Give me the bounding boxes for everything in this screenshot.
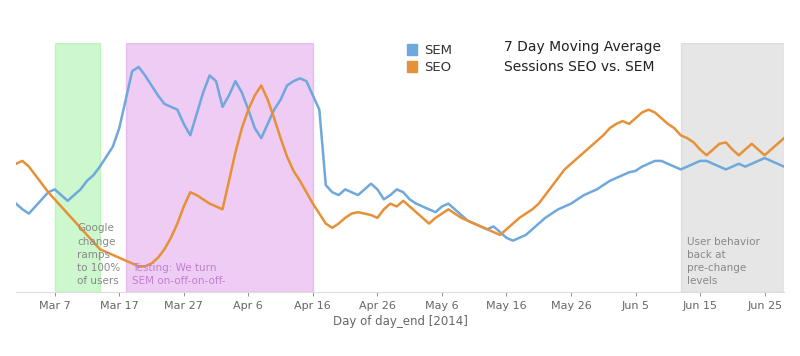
Bar: [681, 43, 784, 292]
Text: Testing: We turn
SEM on-off-on-off-: Testing: We turn SEM on-off-on-off-: [132, 263, 226, 286]
Text: 7 Day Moving Average
Sessions SEO vs. SEM: 7 Day Moving Average Sessions SEO vs. SE…: [504, 40, 661, 74]
Legend: SEM, SEO: SEM, SEO: [406, 44, 452, 74]
Bar: [54, 43, 100, 292]
X-axis label: Day of day_end [2014]: Day of day_end [2014]: [333, 315, 467, 328]
Bar: [126, 43, 313, 292]
Text: Google
change
ramps
to 100%
of users: Google change ramps to 100% of users: [78, 224, 121, 286]
Text: User behavior
back at
pre-change
levels: User behavior back at pre-change levels: [687, 237, 760, 286]
